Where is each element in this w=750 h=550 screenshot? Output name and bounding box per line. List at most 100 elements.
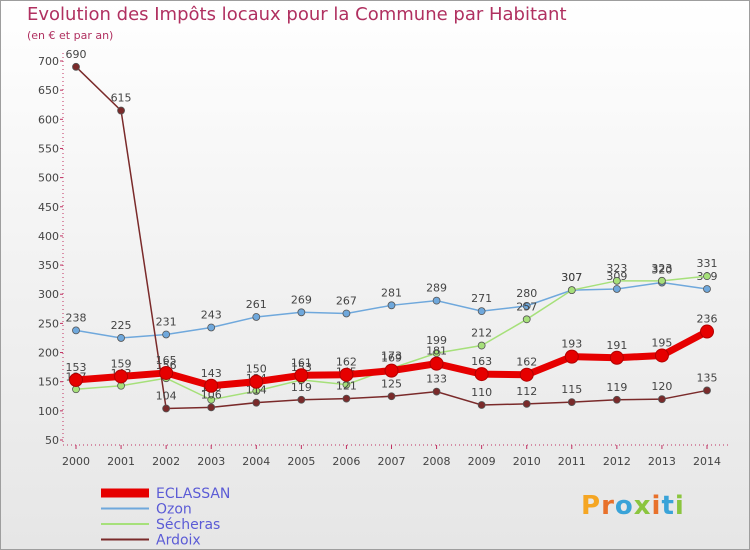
- point-ozon: [162, 330, 171, 339]
- point-s-cheras: [207, 395, 216, 404]
- chart-title: Evolution des Impôts locaux pour la Comm…: [27, 4, 567, 25]
- point-eclassan: [654, 348, 669, 363]
- x-tick-label: 2008: [423, 455, 451, 468]
- data-label-ardoix: 104: [156, 390, 177, 403]
- point-eclassan: [114, 369, 129, 384]
- legend-label-s-cheras: Sécheras: [156, 517, 220, 533]
- data-label-s-cheras: 323: [606, 262, 627, 275]
- point-ozon: [477, 307, 486, 316]
- y-tick-label: 700: [38, 55, 59, 68]
- x-tick-label: 2000: [62, 455, 90, 468]
- y-tick-label: 300: [38, 288, 59, 301]
- point-ardoix: [432, 387, 441, 396]
- point-ardoix: [72, 62, 80, 71]
- point-ozon: [72, 326, 80, 335]
- data-label-ardoix: 110: [471, 386, 492, 399]
- logo-letter: i: [674, 491, 685, 521]
- data-label-ardoix: 690: [66, 48, 87, 61]
- point-eclassan: [384, 363, 399, 378]
- x-tick-label: 2004: [242, 455, 270, 468]
- legend-label-ozon: Ozon: [156, 502, 192, 518]
- point-s-cheras: [612, 276, 621, 285]
- x-tick-label: 2009: [468, 455, 496, 468]
- point-ardoix: [252, 398, 261, 407]
- x-tick-label: 2010: [513, 455, 541, 468]
- point-ardoix: [387, 392, 396, 401]
- point-eclassan: [294, 368, 309, 383]
- data-label-eclassan: 163: [471, 355, 492, 368]
- data-label-eclassan: 161: [291, 356, 312, 369]
- point-ardoix: [567, 398, 576, 407]
- point-s-cheras: [567, 286, 576, 295]
- data-label-ardoix: 114: [246, 384, 267, 397]
- logo-letter: r: [601, 491, 615, 521]
- point-ardoix: [342, 394, 351, 403]
- logo-letter: i: [651, 491, 662, 521]
- data-label-ozon: 238: [66, 311, 87, 324]
- point-ozon: [297, 308, 306, 317]
- x-tick-label: 2005: [287, 455, 315, 468]
- point-ardoix: [658, 395, 666, 404]
- point-eclassan: [519, 367, 534, 382]
- point-ozon: [432, 296, 441, 305]
- data-label-ozon: 307: [561, 271, 582, 284]
- point-eclassan: [700, 324, 714, 339]
- point-ozon: [252, 313, 261, 321]
- x-tick-label: 2006: [332, 455, 360, 468]
- x-tick-label: 2003: [197, 455, 225, 468]
- data-label-eclassan: 169: [381, 352, 402, 365]
- x-tick-label: 2011: [558, 455, 586, 468]
- data-label-eclassan: 236: [697, 313, 718, 326]
- x-tick-label: 2002: [152, 455, 180, 468]
- data-label-ozon: 267: [336, 294, 357, 307]
- point-ardoix: [612, 395, 621, 404]
- point-ardoix: [162, 404, 171, 413]
- data-label-eclassan: 195: [651, 336, 672, 349]
- point-ozon: [522, 301, 531, 310]
- y-tick-label: 150: [38, 376, 59, 389]
- proxiti-logo: Proxiti: [581, 491, 685, 521]
- point-ardoix: [117, 106, 125, 115]
- data-label-ozon: 309: [606, 270, 627, 283]
- chart-subtitle: (en € et par an): [27, 29, 114, 42]
- data-label-s-cheras: 331: [697, 257, 718, 270]
- data-label-ozon: 231: [156, 315, 177, 328]
- legend-label-eclassan: ECLASSAN: [156, 486, 230, 502]
- y-tick-label: 400: [38, 230, 59, 243]
- data-label-ardoix: 106: [201, 388, 222, 401]
- data-label-ozon: 225: [111, 319, 132, 332]
- point-s-cheras: [522, 315, 531, 324]
- point-ardoix: [522, 399, 531, 408]
- point-eclassan: [474, 367, 489, 382]
- data-label-ozon: 269: [291, 293, 312, 306]
- point-ozon: [117, 334, 125, 342]
- data-label-ozon: 261: [246, 298, 267, 311]
- point-ozon: [612, 285, 621, 293]
- point-ozon: [342, 309, 351, 318]
- point-s-cheras: [658, 276, 666, 285]
- y-tick-label: 200: [38, 347, 59, 360]
- data-label-ardoix: 133: [426, 373, 447, 386]
- point-ozon: [387, 301, 396, 310]
- data-label-s-cheras: 212: [471, 327, 492, 340]
- x-tick-label: 2014: [693, 455, 721, 468]
- data-label-s-cheras: 199: [426, 334, 447, 347]
- data-label-eclassan: 159: [111, 357, 132, 370]
- data-label-ardoix: 115: [561, 383, 582, 396]
- x-tick-label: 2007: [378, 455, 406, 468]
- data-label-s-cheras: 173: [381, 349, 402, 362]
- point-ardoix: [477, 401, 486, 409]
- data-label-eclassan: 193: [561, 338, 582, 351]
- data-label-ozon: 289: [426, 282, 447, 295]
- y-tick-label: 600: [38, 113, 59, 126]
- data-label-ardoix: 135: [697, 371, 718, 384]
- data-label-ardoix: 615: [111, 92, 132, 105]
- data-label-ardoix: 119: [606, 381, 627, 394]
- x-tick-label: 2001: [107, 455, 135, 468]
- logo-letter: P: [581, 491, 602, 521]
- legend-label-ardoix: Ardoix: [156, 533, 201, 549]
- data-label-s-cheras: 307: [561, 271, 582, 284]
- point-eclassan: [339, 367, 354, 382]
